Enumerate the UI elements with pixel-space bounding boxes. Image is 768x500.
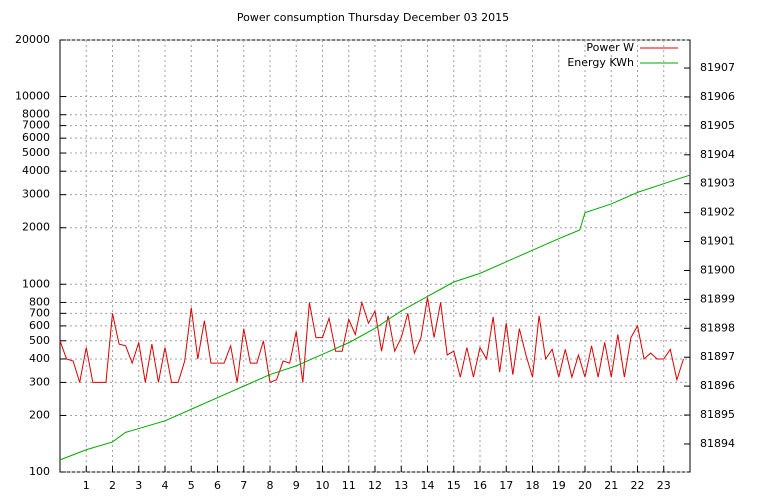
y-tick-label: 800: [29, 295, 50, 308]
y2-tick-label: 81895: [700, 408, 735, 421]
y-tick-label: 2000: [22, 221, 50, 234]
x-tick-label: 6: [214, 479, 221, 492]
x-tick-label: 1: [83, 479, 90, 492]
x-tick-label: 14: [421, 479, 435, 492]
x-tick-label: 8: [267, 479, 274, 492]
x-tick-label: 12: [368, 479, 382, 492]
y-tick-label: 500: [29, 334, 50, 347]
y-tick-label: 400: [29, 352, 50, 365]
y-tick-label: 300: [29, 375, 50, 388]
legend-label: Energy KWh: [567, 56, 634, 69]
x-tick-label: 20: [578, 479, 592, 492]
x-tick-label: 3: [135, 479, 142, 492]
y2-tick-label: 81906: [700, 90, 735, 103]
x-tick-label: 15: [447, 479, 461, 492]
y2-tick-label: 81902: [700, 206, 735, 219]
x-tick-label: 18: [526, 479, 540, 492]
series-line: [59, 174, 691, 461]
x-tick-label: 23: [657, 479, 671, 492]
y2-tick-label: 81899: [700, 292, 735, 305]
y2-tick-label: 81905: [700, 119, 735, 132]
y-tick-label: 10000: [15, 90, 50, 103]
x-tick-label: 16: [473, 479, 487, 492]
x-tick-label: 10: [316, 479, 330, 492]
y-tick-label: 5000: [22, 146, 50, 159]
x-tick-label: 5: [188, 479, 195, 492]
x-tick-label: 4: [162, 479, 169, 492]
y2-tick-label: 81898: [700, 321, 735, 334]
y2-tick-label: 81897: [700, 350, 735, 363]
legend-label: Power W: [586, 41, 634, 54]
y-tick-label: 6000: [22, 131, 50, 144]
y2-tick-label: 81896: [700, 379, 735, 392]
y2-tick-label: 81907: [700, 61, 735, 74]
x-tick-label: 22: [631, 479, 645, 492]
x-tick-label: 19: [552, 479, 566, 492]
x-tick-label: 2: [109, 479, 116, 492]
x-tick-label: 21: [604, 479, 618, 492]
y-tick-label: 3000: [22, 188, 50, 201]
y-tick-label: 7000: [22, 119, 50, 132]
x-tick-label: 13: [394, 479, 408, 492]
y-tick-label: 100: [29, 465, 50, 478]
series-line: [59, 297, 684, 384]
y2-tick-label: 81894: [700, 437, 735, 450]
x-tick-label: 17: [499, 479, 513, 492]
y2-tick-label: 81903: [700, 177, 735, 190]
x-tick-label: 9: [293, 479, 300, 492]
y2-tick-label: 81904: [700, 148, 735, 161]
y2-tick-label: 81900: [700, 263, 735, 276]
y-tick-label: 600: [29, 319, 50, 332]
x-tick-label: 11: [342, 479, 356, 492]
y2-tick-label: 81901: [700, 235, 735, 248]
chart-title: Power consumption Thursday December 03 2…: [237, 11, 509, 24]
y-tick-label: 4000: [22, 164, 50, 177]
y-tick-label: 1000: [22, 277, 50, 290]
y-tick-label: 200: [29, 408, 50, 421]
x-tick-label: 7: [240, 479, 247, 492]
y-tick-label: 20000: [15, 33, 50, 46]
y-tick-label: 8000: [22, 108, 50, 121]
y-tick-label: 700: [29, 306, 50, 319]
